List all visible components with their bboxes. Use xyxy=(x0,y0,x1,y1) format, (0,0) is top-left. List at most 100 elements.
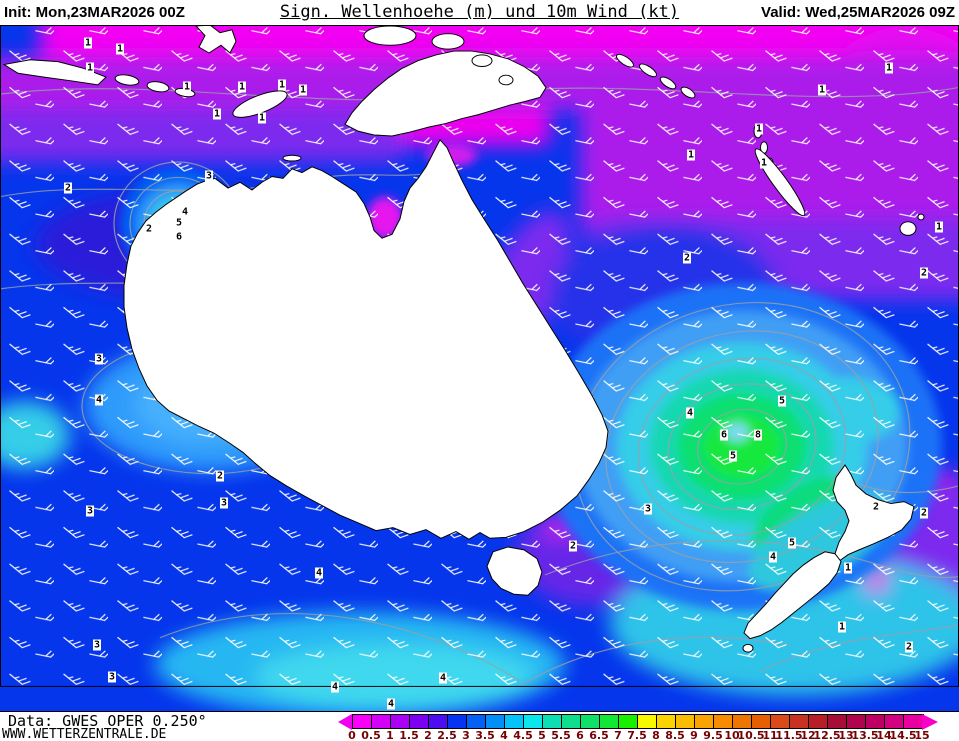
legend-cell xyxy=(505,715,524,728)
legend-cell xyxy=(448,715,467,728)
australia-landmass xyxy=(123,138,609,540)
legend-cell xyxy=(847,715,866,728)
legend-cell xyxy=(372,715,391,728)
fiji-island xyxy=(917,213,925,221)
borneo-island xyxy=(363,25,417,46)
legend-tick: 5 xyxy=(538,729,546,741)
legend-cell xyxy=(429,715,448,728)
legend-cell xyxy=(524,715,543,728)
legend-cell xyxy=(714,715,733,728)
legend-tick-row: 0 0.5 1 1.5 2 2.5 3 3.5 4 4.5 5 5.5 6 6.5 7 7.5 8 8.5 9 9.5… xyxy=(348,729,942,741)
legend-tick: 13.5 xyxy=(851,729,879,741)
legend-tick: 14.5 xyxy=(889,729,917,741)
legend-cell xyxy=(600,715,619,728)
lesser-sunda-island xyxy=(146,81,170,93)
legend-cell xyxy=(752,715,771,728)
new-guinea-landmass xyxy=(344,50,547,137)
map-footer: Data: GWES OPER 0.250° WWW.WETTERZENTRAL… xyxy=(0,711,959,741)
solomon-island xyxy=(615,53,635,68)
sulawesi-island xyxy=(194,25,237,54)
legend-cell xyxy=(790,715,809,728)
fiji-island xyxy=(899,221,917,236)
legend-tick: 1.5 xyxy=(399,729,419,741)
legend-tick: 0 xyxy=(348,729,356,741)
legend-tick: 11 xyxy=(762,729,778,741)
solomon-island xyxy=(659,76,677,90)
data-source-label: Data: GWES OPER 0.250° xyxy=(8,712,207,730)
legend-tick: 10.5 xyxy=(737,729,765,741)
init-datetime: Init: Mon,23MAR2026 00Z xyxy=(4,4,185,21)
lesser-sunda-island xyxy=(114,74,140,86)
melville-island xyxy=(282,154,302,162)
legend-cell xyxy=(410,715,429,728)
legend-cell xyxy=(771,715,790,728)
legend-cell xyxy=(695,715,714,728)
legend-cell xyxy=(486,715,505,728)
valid-datetime: Valid: Wed,25MAR2026 09Z xyxy=(761,4,955,21)
legend-tick: 6.5 xyxy=(589,729,609,741)
maluku-island xyxy=(498,74,514,86)
legend-cell xyxy=(809,715,828,728)
solomon-island xyxy=(680,86,696,99)
legend-arrow-right-icon xyxy=(922,714,938,730)
maluku-island xyxy=(471,54,493,67)
legend-cell xyxy=(904,715,923,728)
legend-tick: 10 xyxy=(724,729,740,741)
legend-tick: 3.5 xyxy=(475,729,495,741)
legend-cell xyxy=(581,715,600,728)
solomon-island xyxy=(638,63,658,78)
legend-tick: 8.5 xyxy=(665,729,685,741)
map-header: Init: Mon,23MAR2026 00Z Sign. Wellenhoeh… xyxy=(0,0,959,25)
legend-tick: 2.5 xyxy=(437,729,457,741)
legend-cell xyxy=(353,715,372,728)
map-canvas xyxy=(0,25,959,711)
wave-height-legend: 0 0.5 1 1.5 2 2.5 3 3.5 4 4.5 5 5.5 6 6.5 7 7.5 8 8.5 9 9.5… xyxy=(338,714,956,741)
legend-tick: 0.5 xyxy=(361,729,381,741)
page-title: Sign. Wellenhoehe (m) und 10m Wind (kt) xyxy=(279,2,680,22)
legend-tick: 3 xyxy=(462,729,470,741)
legend-tick: 9 xyxy=(690,729,698,741)
land-masses xyxy=(2,25,925,653)
legend-cell xyxy=(657,715,676,728)
legend-colorbar xyxy=(352,714,924,729)
java-island xyxy=(2,59,107,86)
legend-cell xyxy=(391,715,410,728)
legend-cell xyxy=(866,715,885,728)
legend-cell xyxy=(467,715,486,728)
legend-tick: 5.5 xyxy=(551,729,571,741)
vanuatu-island xyxy=(753,123,763,139)
legend-tick: 15 xyxy=(914,729,930,741)
legend-tick: 13 xyxy=(838,729,854,741)
legend-tick: 12.5 xyxy=(813,729,841,741)
legend-tick: 4 xyxy=(500,729,508,741)
legend-tick: 2 xyxy=(424,729,432,741)
legend-arrow-left-icon xyxy=(338,714,352,730)
legend-tick: 7.5 xyxy=(627,729,647,741)
legend-tick: 1 xyxy=(386,729,394,741)
legend-tick: 8 xyxy=(652,729,660,741)
legend-cell xyxy=(543,715,562,728)
legend-cell xyxy=(828,715,847,728)
legend-cell xyxy=(638,715,657,728)
legend-tick: 11.5 xyxy=(775,729,803,741)
legend-cell xyxy=(562,715,581,728)
legend-cell xyxy=(733,715,752,728)
stewart-island xyxy=(742,643,754,653)
nz-south-island xyxy=(743,551,842,640)
legend-cell xyxy=(885,715,904,728)
legend-cell xyxy=(676,715,695,728)
nz-north-island xyxy=(832,464,915,562)
legend-tick: 9.5 xyxy=(703,729,723,741)
legend-tick: 14 xyxy=(876,729,892,741)
legend-tick: 4.5 xyxy=(513,729,533,741)
website-label: WWW.WETTERZENTRALE.DE xyxy=(2,727,167,741)
legend-tick: 6 xyxy=(576,729,584,741)
maluku-island xyxy=(431,33,465,50)
legend-tick: 7 xyxy=(614,729,622,741)
legend-tick: 12 xyxy=(800,729,816,741)
legend-cell xyxy=(619,715,638,728)
timor-island xyxy=(232,90,288,118)
tasmania-landmass xyxy=(486,546,543,596)
